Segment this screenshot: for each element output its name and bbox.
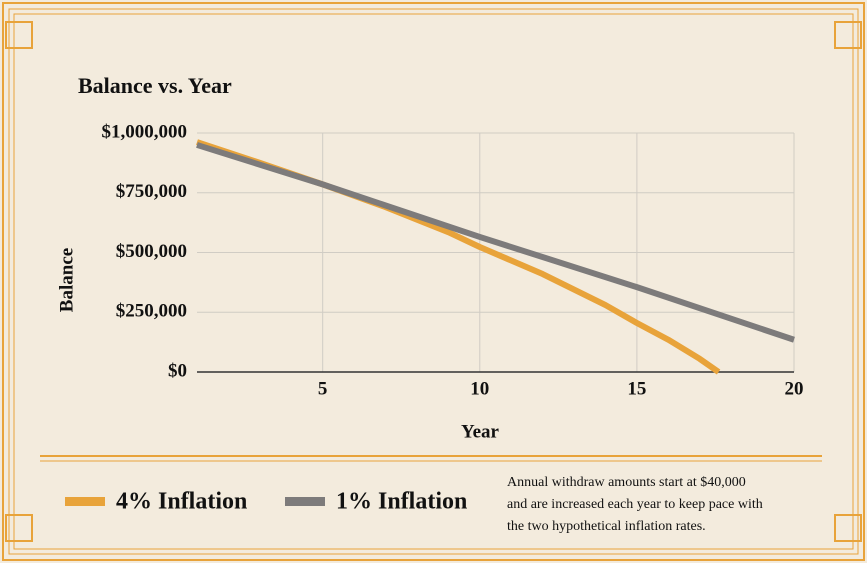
- x-axis-label: Year: [461, 421, 500, 442]
- y-tick-label: $250,000: [116, 301, 187, 322]
- x-tick-label: 20: [785, 378, 804, 399]
- x-tick-label: 10: [470, 378, 489, 399]
- y-tick-label: $1,000,000: [102, 121, 188, 142]
- legend-swatch: [285, 497, 325, 506]
- x-tick-label: 15: [627, 378, 646, 399]
- legend-label: 1% Inflation: [336, 489, 467, 515]
- note-line: the two hypothetical inflation rates.: [507, 519, 706, 534]
- x-tick-label: 5: [318, 378, 328, 399]
- chart-title: Balance vs. Year: [78, 73, 232, 98]
- y-axis-label: Balance: [56, 248, 77, 312]
- chart: Balance vs. Year Balance Year Annual wit…: [0, 0, 867, 563]
- note-line: Annual withdraw amounts start at $40,000: [507, 475, 746, 490]
- y-tick-label: $500,000: [116, 241, 187, 262]
- y-tick-label: $750,000: [116, 181, 187, 202]
- legend-label: 4% Inflation: [116, 489, 247, 515]
- note-line: and are increased each year to keep pace…: [507, 497, 763, 512]
- legend-swatch: [65, 497, 105, 506]
- y-tick-label: $0: [168, 360, 187, 381]
